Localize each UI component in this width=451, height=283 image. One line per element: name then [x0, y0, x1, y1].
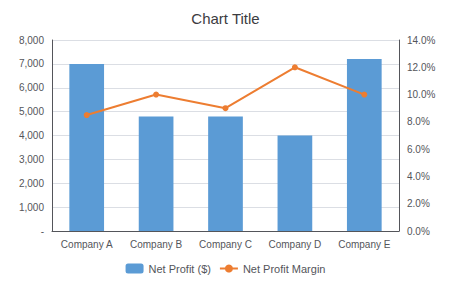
svg-text:Company A: Company A	[61, 239, 113, 250]
svg-text:1,000: 1,000	[19, 202, 44, 213]
svg-text:14.0%: 14.0%	[407, 35, 435, 46]
svg-text:2,000: 2,000	[19, 178, 44, 189]
svg-text:4,000: 4,000	[19, 130, 44, 141]
svg-text:7,000: 7,000	[19, 58, 44, 69]
svg-text:8,000: 8,000	[19, 35, 44, 46]
svg-text:Net Profit ($): Net Profit ($)	[149, 263, 211, 275]
svg-text:5,000: 5,000	[19, 106, 44, 117]
svg-text:0.0%: 0.0%	[407, 226, 430, 237]
svg-text:Company B: Company B	[130, 239, 183, 250]
svg-text:Net Profit Margin: Net Profit Margin	[243, 263, 326, 275]
svg-text:Company E: Company E	[338, 239, 391, 250]
svg-text:Company D: Company D	[268, 239, 321, 250]
svg-text:-: -	[41, 226, 44, 237]
svg-text:4.0%: 4.0%	[407, 171, 430, 182]
svg-text:8.0%: 8.0%	[407, 116, 430, 127]
svg-text:Chart Title: Chart Title	[191, 10, 259, 27]
svg-text:Company C: Company C	[199, 239, 252, 250]
svg-text:10.0%: 10.0%	[407, 89, 435, 100]
svg-text:2.0%: 2.0%	[407, 198, 430, 209]
svg-text:6.0%: 6.0%	[407, 144, 430, 155]
svg-text:12.0%: 12.0%	[407, 62, 435, 73]
svg-text:6,000: 6,000	[19, 82, 44, 93]
svg-text:3,000: 3,000	[19, 154, 44, 165]
